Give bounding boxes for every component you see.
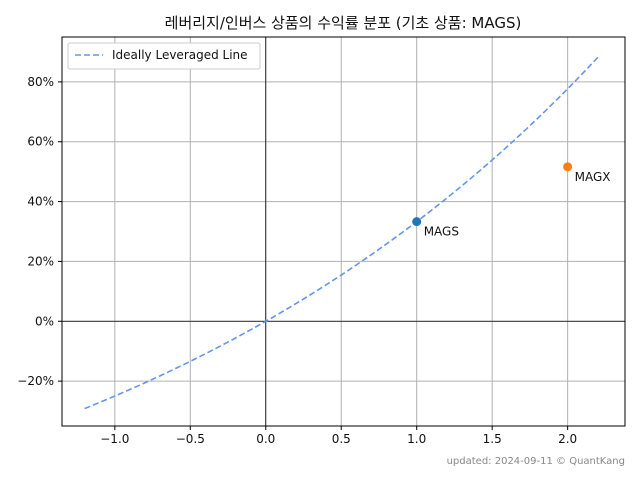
x-tick-label: 0.0 [256,432,275,446]
point-label-mags: MAGS [424,225,459,239]
x-tick-label: 1.0 [407,432,426,446]
legend-label: Ideally Leveraged Line [112,48,248,62]
x-tick-label: −1.0 [100,432,129,446]
chart-title: 레버리지/인버스 상품의 수익률 분포 (기초 상품: MAGS) [165,14,522,32]
y-tick-label: 60% [27,135,54,149]
point-mags [412,217,422,227]
y-tick-label: 0% [35,314,54,328]
y-tick-label: 80% [27,75,54,89]
series-layer: MAGS MAGX [84,56,611,410]
point-magx [563,162,573,172]
grid [62,37,625,426]
legend: Ideally Leveraged Line [67,42,261,70]
x-tick-label: 0.5 [332,432,351,446]
footer-credit: updated: 2024-09-11 © QuantKang [447,456,625,467]
x-tick-label: 2.0 [558,432,577,446]
point-label-magx: MAGX [575,170,611,184]
x-tick-label: 1.5 [483,432,502,446]
y-tick-label: 20% [27,254,54,268]
y-tick-label: 40% [27,195,54,209]
legend-box [67,42,261,70]
tick-labels: −1.0 −0.5 0.0 0.5 1.0 1.5 2.0 −20% 0% 20% 40% 60% 80… [17,75,577,446]
y-tick-label: −20% [17,374,54,388]
leveraged-line [84,56,599,410]
x-tick-label: −0.5 [176,432,205,446]
plot-frame [61,36,626,427]
zero-axes [62,37,625,426]
